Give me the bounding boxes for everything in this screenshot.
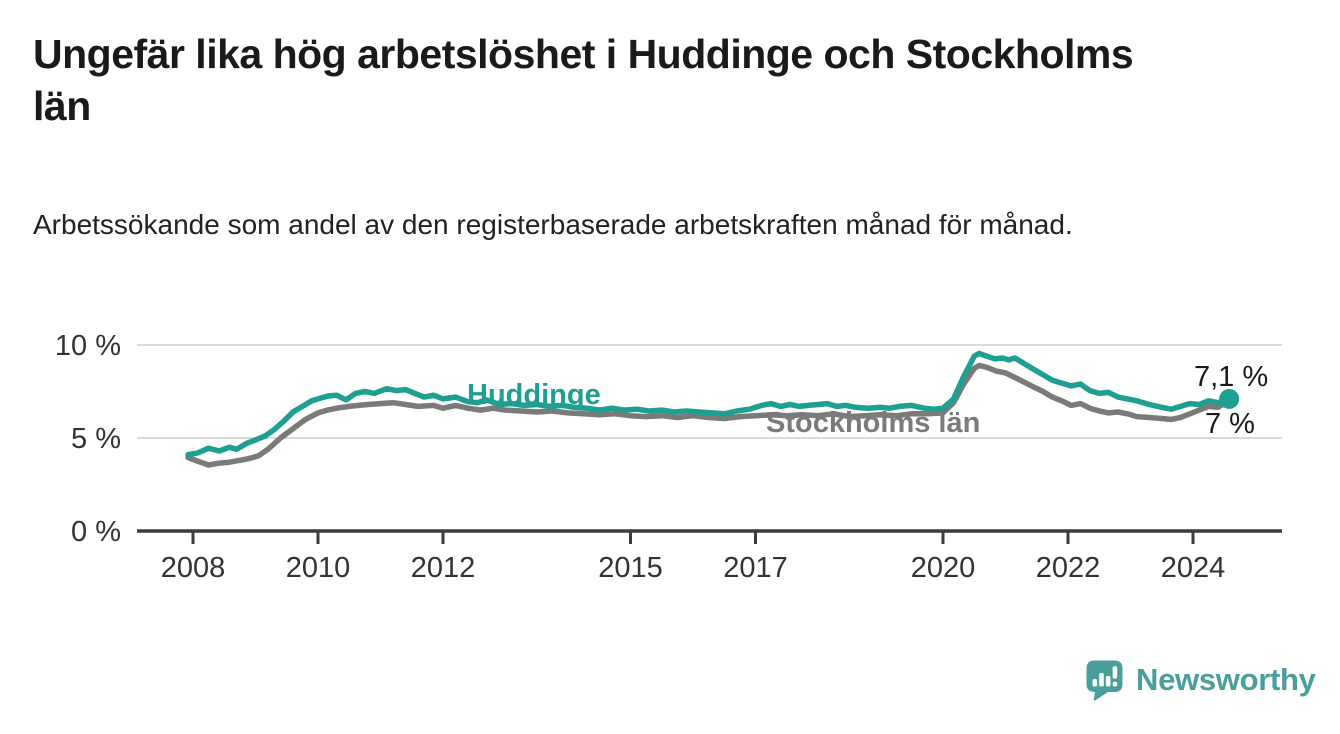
chart-inline-labels: Huddinge Stockholms län 7,1 % 7 % bbox=[467, 361, 1268, 440]
x-tick-label: 2015 bbox=[598, 552, 663, 584]
bar-chart-speech-bubble-icon bbox=[1086, 660, 1123, 701]
chart-axes-and-series: 0 % 5 % 10 % 2008 2010 2012 2015 2017 2020 2022 20… bbox=[55, 330, 1282, 584]
y-tick-label: 10 % bbox=[55, 330, 121, 362]
x-tick-label: 2008 bbox=[161, 552, 226, 584]
series-label-huddinge: Huddinge bbox=[467, 379, 601, 411]
x-tick-label: 2022 bbox=[1036, 552, 1101, 584]
x-tick-label: 2017 bbox=[723, 552, 788, 584]
y-tick-label: 5 % bbox=[71, 423, 121, 455]
brand-name: Newsworthy bbox=[1136, 662, 1316, 697]
series-line-stockholms-lan bbox=[185, 362, 1232, 468]
page-title: Ungefär lika hög arbetslöshet i Huddinge… bbox=[33, 31, 1134, 129]
end-dot-huddinge bbox=[1219, 388, 1240, 409]
newsworthy-logo: Newsworthy bbox=[1086, 656, 1316, 704]
x-tick-label: 2012 bbox=[411, 552, 476, 584]
end-value-label-stockholms-lan: 7 % bbox=[1205, 408, 1255, 440]
x-tick-label: 2010 bbox=[286, 552, 351, 584]
y-tick-label: 0 % bbox=[71, 516, 121, 548]
chart-subtitle: Arbetssökande som andel av den registerb… bbox=[33, 209, 1073, 240]
end-value-label-huddinge: 7,1 % bbox=[1194, 361, 1268, 393]
series-label-stockholms-lan: Stockholms län bbox=[766, 407, 980, 439]
series-line-huddinge bbox=[185, 350, 1232, 458]
x-tick-label: 2024 bbox=[1161, 552, 1226, 584]
x-tick-label: 2020 bbox=[911, 552, 976, 584]
